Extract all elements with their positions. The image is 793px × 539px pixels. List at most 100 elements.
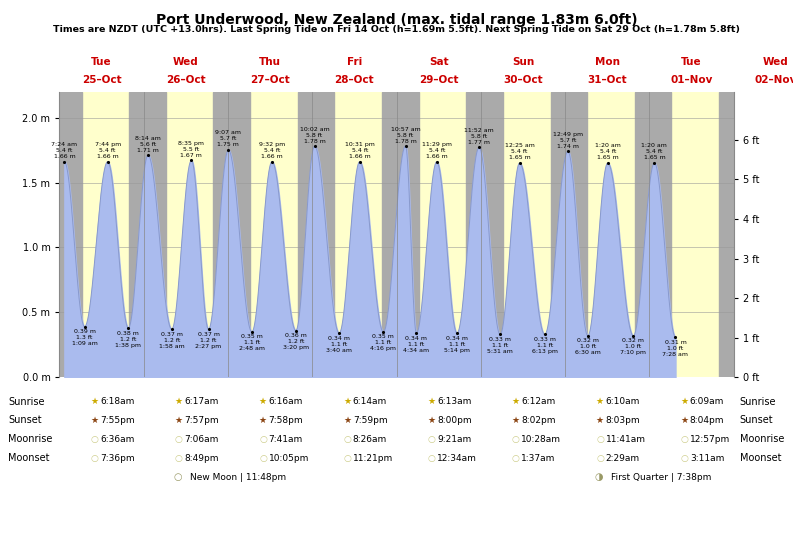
Text: 7:58pm: 7:58pm (269, 416, 303, 425)
Text: 0.36 m
1.2 ft
3:20 pm: 0.36 m 1.2 ft 3:20 pm (283, 333, 309, 350)
Text: ○: ○ (90, 435, 98, 444)
Text: 6:16am: 6:16am (269, 397, 303, 406)
Text: 0.37 m
1.2 ft
1:58 am: 0.37 m 1.2 ft 1:58 am (159, 332, 185, 349)
Text: 8:49pm: 8:49pm (184, 454, 219, 462)
Text: 2:29am: 2:29am (606, 454, 640, 462)
Text: 0.32 m
1.0 ft
6:30 am: 0.32 m 1.0 ft 6:30 am (575, 338, 601, 355)
Text: First Quarter | 7:38pm: First Quarter | 7:38pm (611, 473, 711, 481)
Text: ○: ○ (680, 435, 688, 444)
Text: 8:26am: 8:26am (353, 435, 387, 444)
Text: Port Underwood, New Zealand (max. tidal range 1.83m 6.0ft): Port Underwood, New Zealand (max. tidal … (155, 13, 638, 27)
Text: ★: ★ (680, 416, 688, 425)
Text: ○: ○ (680, 454, 688, 462)
Text: ★: ★ (427, 397, 435, 406)
Text: 9:32 pm
5.4 ft
1.66 m: 9:32 pm 5.4 ft 1.66 m (259, 142, 285, 159)
Text: 10:05pm: 10:05pm (269, 454, 309, 462)
Text: 8:03pm: 8:03pm (606, 416, 640, 425)
Text: 12:34am: 12:34am (437, 454, 477, 462)
Text: 6:09am: 6:09am (690, 397, 724, 406)
Text: ○: ○ (427, 435, 435, 444)
Text: Wed: Wed (173, 57, 199, 67)
Text: 10:57 am
5.8 ft
1.78 m: 10:57 am 5.8 ft 1.78 m (391, 127, 420, 143)
Text: 3:11am: 3:11am (690, 454, 724, 462)
Text: ★: ★ (596, 416, 604, 425)
Text: ○: ○ (596, 454, 604, 462)
Text: 1:20 am
5.4 ft
1.65 m: 1:20 am 5.4 ft 1.65 m (595, 143, 621, 161)
Text: Moonrise: Moonrise (740, 434, 784, 444)
Text: Moonset: Moonset (740, 453, 781, 463)
Bar (129, 92, 166, 377)
Text: 7:55pm: 7:55pm (100, 416, 135, 425)
Text: Sat: Sat (429, 57, 448, 67)
Text: 8:35 pm
5.5 ft
1.67 m: 8:35 pm 5.5 ft 1.67 m (178, 141, 205, 158)
Text: 0.33 m
1.1 ft
6:13 pm: 0.33 m 1.1 ft 6:13 pm (532, 337, 557, 354)
Text: 12:25 am
5.4 ft
1.65 m: 12:25 am 5.4 ft 1.65 m (504, 143, 534, 161)
Text: 11:21pm: 11:21pm (353, 454, 393, 462)
Text: 0.31 m
1.0 ft
7:28 am: 0.31 m 1.0 ft 7:28 am (662, 340, 688, 357)
Text: 12:49 pm
5.7 ft
1.74 m: 12:49 pm 5.7 ft 1.74 m (553, 132, 583, 149)
Text: ★: ★ (259, 416, 267, 425)
Bar (634, 92, 671, 377)
Text: ★: ★ (343, 416, 351, 425)
Bar (382, 92, 419, 377)
Text: 10:31 pm
5.4 ft
1.66 m: 10:31 pm 5.4 ft 1.66 m (345, 142, 374, 159)
Text: 9:21am: 9:21am (437, 435, 471, 444)
Text: 0.38 m
1.2 ft
1:38 pm: 0.38 m 1.2 ft 1:38 pm (116, 330, 141, 348)
Text: 11:41am: 11:41am (606, 435, 646, 444)
Text: 6:10am: 6:10am (606, 397, 640, 406)
Text: 0.34 m
1.1 ft
5:14 pm: 0.34 m 1.1 ft 5:14 pm (444, 336, 470, 353)
Text: Mon: Mon (595, 57, 619, 67)
Text: 0.39 m
1.3 ft
1:09 am: 0.39 m 1.3 ft 1:09 am (71, 329, 98, 346)
Text: 02–Nov: 02–Nov (754, 75, 793, 85)
Text: 01–Nov: 01–Nov (670, 75, 713, 85)
Bar (719, 92, 734, 377)
Text: Moonrise: Moonrise (8, 434, 52, 444)
Text: ★: ★ (511, 397, 519, 406)
Text: Moonset: Moonset (8, 453, 49, 463)
Text: 11:29 pm
5.4 ft
1.66 m: 11:29 pm 5.4 ft 1.66 m (422, 142, 452, 159)
Text: 7:24 am
5.4 ft
1.66 m: 7:24 am 5.4 ft 1.66 m (52, 142, 78, 159)
Text: 8:02pm: 8:02pm (521, 416, 556, 425)
Text: ○: ○ (174, 472, 182, 482)
Bar (550, 92, 587, 377)
Text: ★: ★ (427, 416, 435, 425)
Text: 6:17am: 6:17am (184, 397, 219, 406)
Text: 0.33 m
1.1 ft
5:31 am: 0.33 m 1.1 ft 5:31 am (487, 337, 513, 354)
Text: ★: ★ (90, 416, 98, 425)
Text: ★: ★ (511, 416, 519, 425)
Text: 0.35 m
1.1 ft
4:16 pm: 0.35 m 1.1 ft 4:16 pm (370, 334, 396, 351)
Text: 9:07 am
5.7 ft
1.75 m: 9:07 am 5.7 ft 1.75 m (216, 130, 241, 148)
Text: 10:28am: 10:28am (521, 435, 561, 444)
Text: 0.34 m
1.1 ft
3:40 am: 0.34 m 1.1 ft 3:40 am (326, 336, 352, 353)
Text: ○: ○ (343, 435, 351, 444)
Text: 0.37 m
1.2 ft
2:27 pm: 0.37 m 1.2 ft 2:27 pm (195, 332, 221, 349)
Text: Sunset: Sunset (740, 416, 773, 425)
Text: 7:41am: 7:41am (269, 435, 303, 444)
Text: 6:18am: 6:18am (100, 397, 134, 406)
Text: 30–Oct: 30–Oct (503, 75, 542, 85)
Text: ○: ○ (596, 435, 604, 444)
Text: 8:14 am
5.6 ft
1.71 m: 8:14 am 5.6 ft 1.71 m (135, 136, 161, 153)
Bar (297, 92, 334, 377)
Text: 29–Oct: 29–Oct (419, 75, 458, 85)
Text: Tue: Tue (681, 57, 702, 67)
Text: 12:57pm: 12:57pm (690, 435, 730, 444)
Text: 6:13am: 6:13am (437, 397, 471, 406)
Text: ○: ○ (90, 454, 98, 462)
Text: 28–Oct: 28–Oct (335, 75, 374, 85)
Text: ○: ○ (259, 454, 267, 462)
Bar (213, 92, 250, 377)
Text: ○: ○ (259, 435, 267, 444)
Text: New Moon | 11:48pm: New Moon | 11:48pm (190, 473, 286, 481)
Text: 6:14am: 6:14am (353, 397, 387, 406)
Text: 6:12am: 6:12am (521, 397, 556, 406)
Text: ○: ○ (427, 454, 435, 462)
Text: 27–Oct: 27–Oct (251, 75, 290, 85)
Text: ★: ★ (343, 397, 351, 406)
Text: 7:06am: 7:06am (184, 435, 219, 444)
Text: ○: ○ (174, 454, 182, 462)
Text: Sun: Sun (511, 57, 534, 67)
Text: 26–Oct: 26–Oct (166, 75, 205, 85)
Text: ★: ★ (174, 397, 182, 406)
Text: Sunrise: Sunrise (8, 397, 44, 406)
